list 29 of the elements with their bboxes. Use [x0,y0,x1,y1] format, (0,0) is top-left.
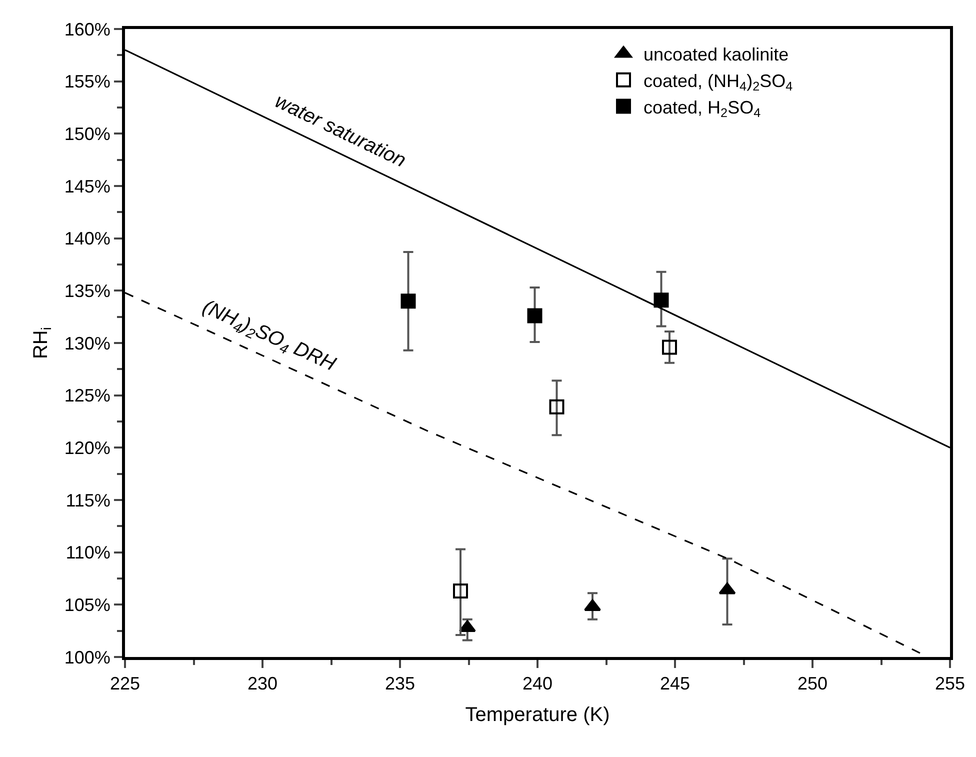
point [662,340,677,355]
x-tick-label: 225 [110,674,140,694]
y-tick-label: 155% [64,72,110,92]
y-tick-label: 120% [64,438,110,458]
y-tick-label: 140% [64,228,110,249]
y-tick-label: 115% [66,490,110,510]
x-tick-label: 230 [247,674,278,694]
y-tick-label: 100% [64,647,110,668]
legend-label: coated, H$_{2}$SO$_{4}$ [644,97,761,120]
x-tick-label: 235 [384,674,416,694]
y-tick-label: 160% [64,19,110,40]
y-tick-label: 125% [64,386,110,406]
y-tick-label: 150% [64,124,110,144]
point [527,308,542,324]
point [549,399,564,414]
point [400,294,416,309]
legend-label: uncoated kaolinite [644,44,789,64]
y-tick-label: 130% [64,333,110,354]
x-axis-title: Temperature (K) [465,704,610,726]
x-tick-label: 255 [934,674,966,694]
x-tick-label: 250 [797,674,828,694]
x-tick-label: 240 [522,674,553,694]
y-tick-label: 135% [64,280,110,301]
y-tick-label: 145% [64,176,110,196]
point [654,292,669,308]
x-tick-label: 245 [660,674,690,694]
y-tick-label: 110% [66,542,110,563]
y-tick-label: 105% [64,594,110,615]
legend-label: coated, (NH$_{4}$)$_{2}$SO$_{4}$ [644,70,793,94]
